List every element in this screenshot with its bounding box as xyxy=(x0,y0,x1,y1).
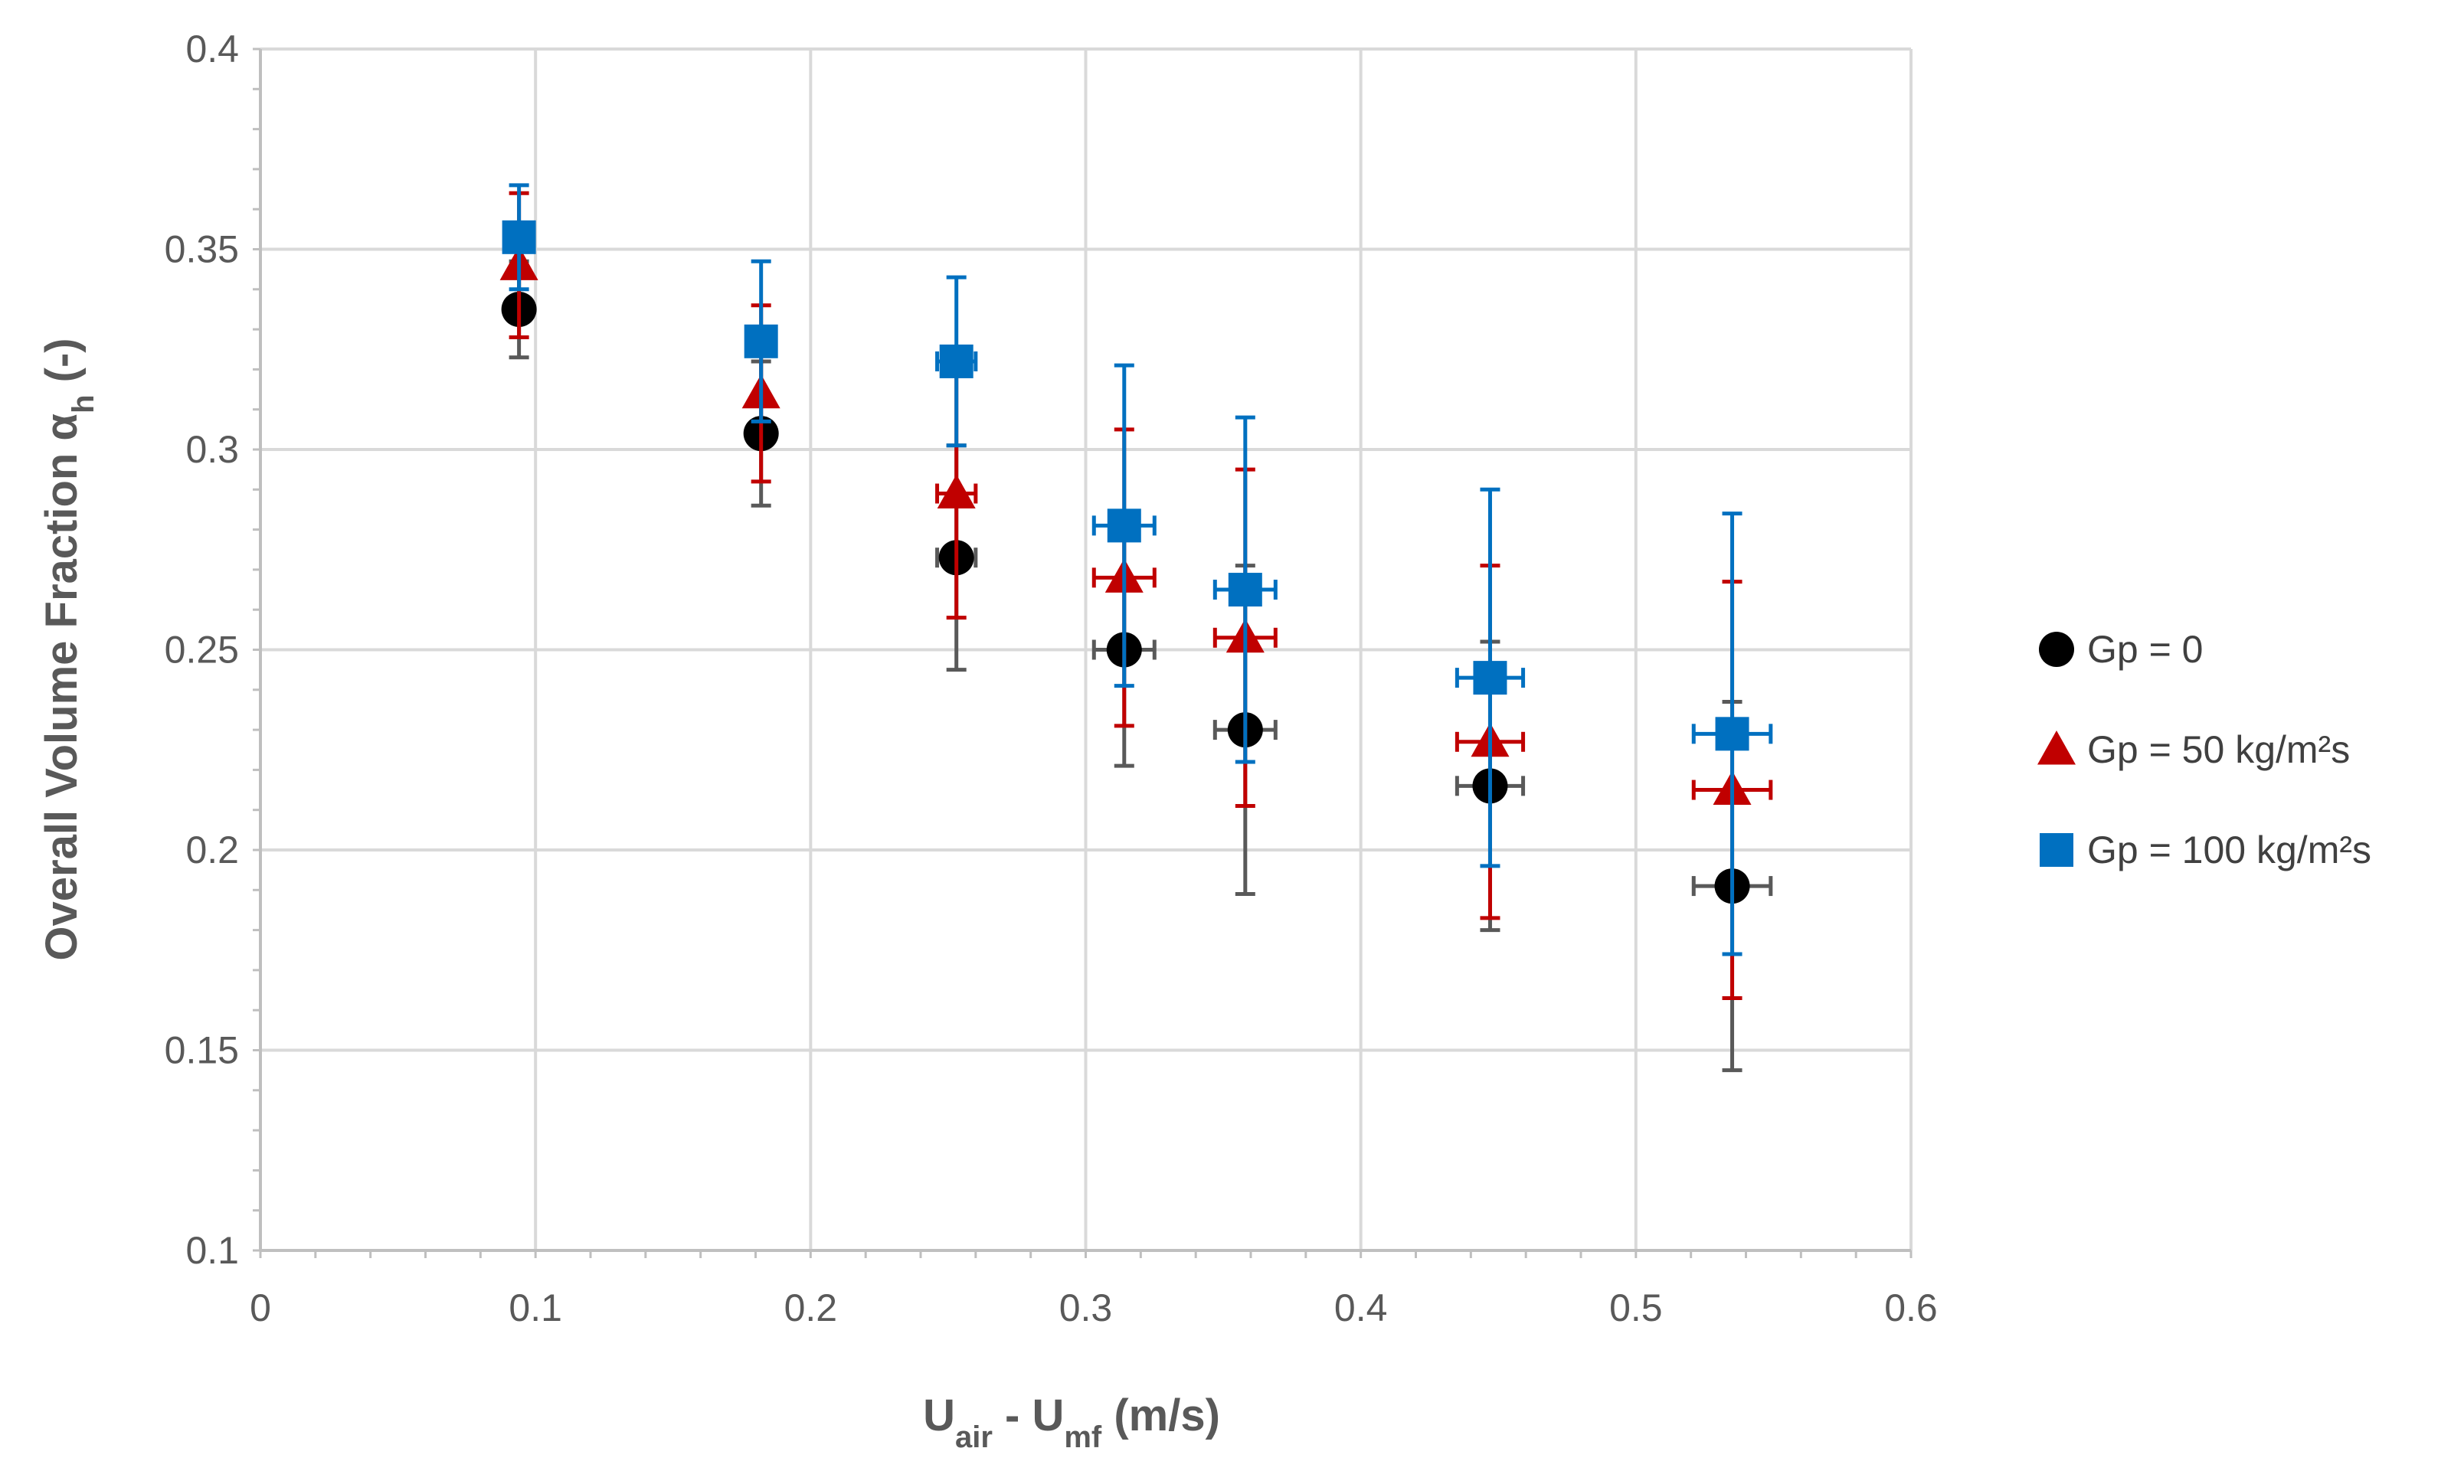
legend-marker xyxy=(2037,731,2076,765)
series-2 xyxy=(499,191,1773,1001)
x-axis-title: Uair - Umf (m/s) xyxy=(923,1391,1220,1454)
legend-label: Gp = 100 kg/m²s xyxy=(2087,829,2371,871)
axes: 0.1 0.15 0.2 0.25 0.3 0.35 0.4 0 0.1 0.2 0.3 0.4 0.5… xyxy=(165,28,1938,1329)
legend: Gp = 0 Gp = 50 kg/m²s Gp = 100 kg/m²s xyxy=(2037,628,2371,871)
y-tick-label: 0.3 xyxy=(185,428,239,471)
data-series xyxy=(499,183,1773,1073)
y-tick-label: 0.2 xyxy=(185,829,239,871)
y-tick-label: 0.4 xyxy=(185,28,239,70)
x-tick-label: 0.2 xyxy=(784,1286,838,1329)
data-point xyxy=(502,220,536,254)
x-tick-label: 0.6 xyxy=(1884,1286,1938,1329)
y-tick-label: 0.35 xyxy=(165,228,239,271)
x-tick-label: 0.4 xyxy=(1334,1286,1388,1329)
gridlines xyxy=(260,47,1913,1250)
legend-marker xyxy=(2039,632,2074,667)
legend-label: Gp = 50 kg/m²s xyxy=(2087,728,2350,771)
legend-item: Gp = 100 kg/m²s xyxy=(2040,829,2371,871)
data-point xyxy=(1228,573,1262,607)
data-point xyxy=(939,344,973,378)
legend-label: Gp = 0 xyxy=(2087,628,2204,671)
y-tick-label: 0.1 xyxy=(185,1229,239,1272)
y-tick-label: 0.15 xyxy=(165,1029,239,1072)
x-tick-label: 0.3 xyxy=(1059,1286,1113,1329)
legend-item: Gp = 50 kg/m²s xyxy=(2037,728,2350,771)
legend-item: Gp = 0 xyxy=(2039,628,2204,671)
data-point xyxy=(1715,717,1749,751)
series-3 xyxy=(502,183,1773,956)
y-axis-title: Overall Volume Fraction αh (-) xyxy=(37,338,100,960)
x-tick-label: 0.1 xyxy=(509,1286,562,1329)
y-tick-label: 0.25 xyxy=(165,629,239,672)
series-1 xyxy=(501,259,1773,1073)
data-point xyxy=(744,324,778,358)
x-tick-label: 0 xyxy=(250,1286,271,1329)
legend-marker xyxy=(2040,833,2073,867)
data-point xyxy=(937,474,976,509)
x-tick-label: 0.5 xyxy=(1609,1286,1663,1329)
data-point xyxy=(1107,508,1141,543)
data-point xyxy=(1473,661,1507,695)
